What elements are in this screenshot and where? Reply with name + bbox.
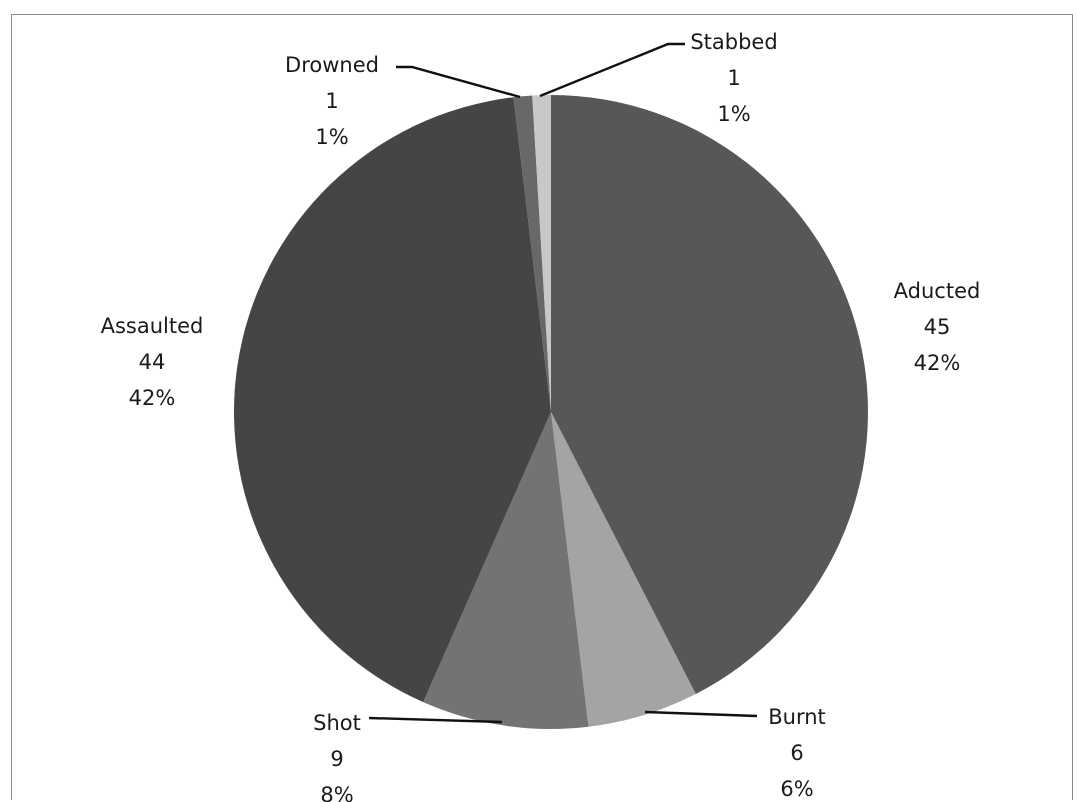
data-label-percent-stabbed: 1% bbox=[717, 102, 750, 126]
data-label-percent-burnt: 6% bbox=[780, 777, 813, 801]
data-label-name-aducted: Aducted bbox=[894, 279, 981, 303]
data-label-value-shot: 9 bbox=[330, 747, 343, 771]
data-label-percent-drowned: 1% bbox=[315, 125, 348, 149]
data-labels: Aducted 45 42% Burnt 6 6% Shot 9 8% Assaulted 44 42… bbox=[101, 30, 981, 802]
data-label-value-burnt: 6 bbox=[790, 741, 803, 765]
data-label-name-assaulted: Assaulted bbox=[101, 314, 204, 338]
pie-slice-aducted bbox=[551, 95, 868, 695]
data-label-name-drowned: Drowned bbox=[285, 53, 379, 77]
data-label-value-aducted: 45 bbox=[924, 315, 951, 339]
data-label-name-stabbed: Stabbed bbox=[690, 30, 777, 54]
leader-line-burnt bbox=[644, 710, 758, 718]
leader-lines bbox=[368, 42, 758, 724]
pie-slice-drowned bbox=[513, 95, 551, 412]
pie-slice-stabbed bbox=[532, 95, 551, 412]
leader-line-stabbed bbox=[539, 42, 685, 98]
leader-line-drowned bbox=[396, 65, 521, 99]
pie-slice-burnt bbox=[551, 412, 696, 727]
data-label-name-shot: Shot bbox=[313, 711, 361, 735]
leader-line-shot bbox=[368, 716, 503, 724]
data-label-percent-assaulted: 42% bbox=[129, 386, 176, 410]
pie-slice-assaulted bbox=[233, 97, 551, 703]
data-label-value-assaulted: 44 bbox=[139, 350, 166, 374]
pie-slice-shot bbox=[423, 412, 589, 730]
data-label-percent-shot: 8% bbox=[320, 783, 353, 802]
data-label-percent-aducted: 42% bbox=[914, 351, 961, 375]
data-label-name-burnt: Burnt bbox=[768, 705, 826, 729]
data-label-value-stabbed: 1 bbox=[727, 66, 740, 90]
pie-slices bbox=[233, 95, 868, 730]
data-label-value-drowned: 1 bbox=[325, 89, 338, 113]
